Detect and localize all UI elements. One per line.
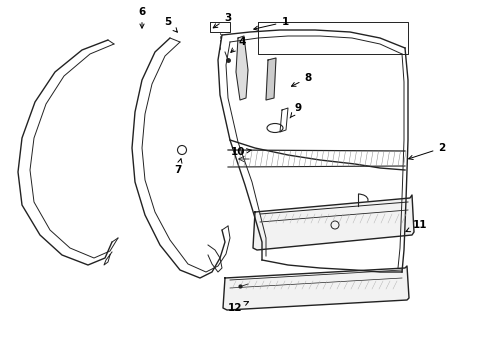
Text: 7: 7 xyxy=(174,159,182,175)
Text: 8: 8 xyxy=(292,73,312,86)
Text: 5: 5 xyxy=(164,17,177,32)
Text: 3: 3 xyxy=(213,13,232,28)
Polygon shape xyxy=(253,195,414,250)
Text: 4: 4 xyxy=(231,37,245,52)
Text: 1: 1 xyxy=(254,17,289,30)
Text: 9: 9 xyxy=(290,103,301,118)
Text: 12: 12 xyxy=(228,302,248,313)
Text: 6: 6 xyxy=(138,7,146,28)
Polygon shape xyxy=(223,266,409,310)
Text: 2: 2 xyxy=(409,143,445,159)
Text: 10: 10 xyxy=(231,147,251,157)
Polygon shape xyxy=(236,36,248,100)
Text: 11: 11 xyxy=(406,220,427,232)
Polygon shape xyxy=(266,58,276,100)
